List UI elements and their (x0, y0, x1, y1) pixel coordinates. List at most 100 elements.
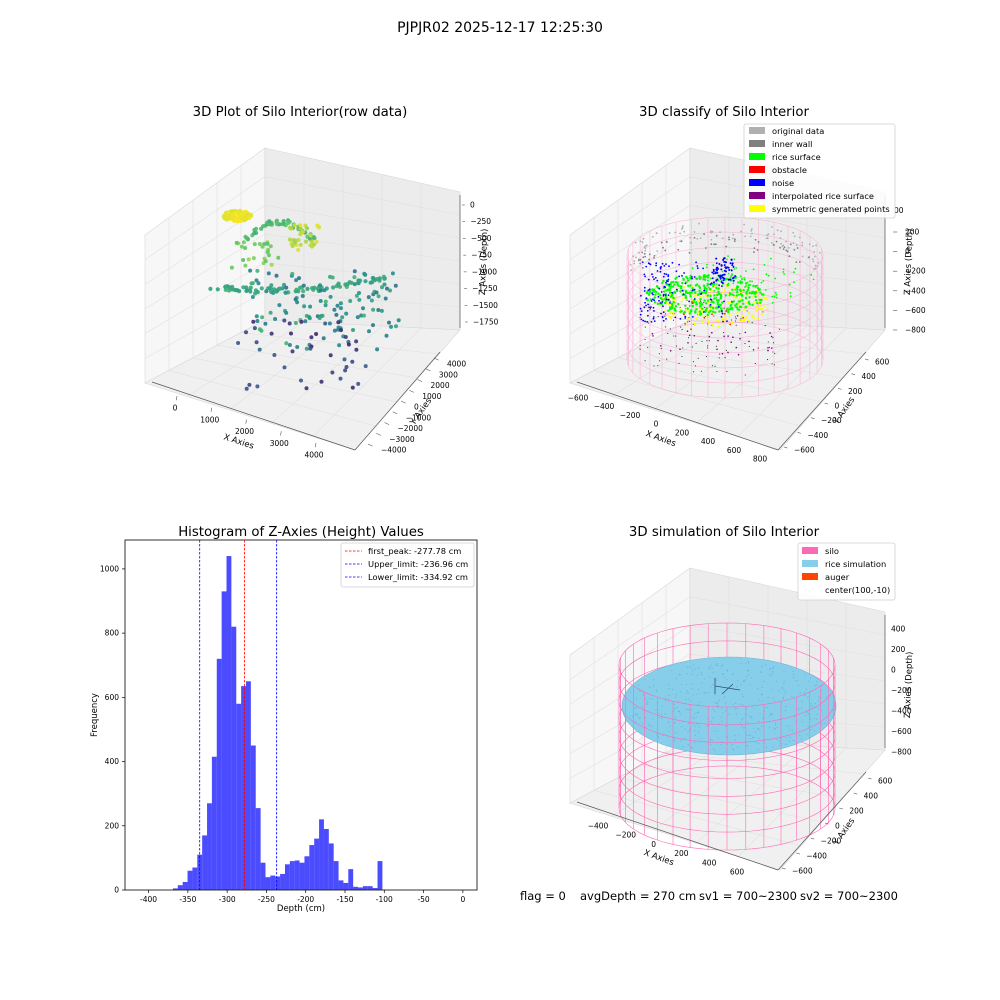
classify-point-original (679, 240, 682, 243)
raw-3d-point (287, 321, 292, 326)
classify-3d-points (629, 222, 821, 376)
histogram-bar (338, 880, 344, 890)
histogram-bar (362, 886, 368, 890)
raw-3d-point (250, 281, 255, 286)
simulation-mesh-vertex (691, 687, 693, 689)
raw-3d-point (363, 272, 368, 277)
simulation-mesh-vertex (758, 721, 760, 723)
raw-3d-point (259, 286, 264, 291)
raw-3d-point (303, 239, 309, 244)
raw-3d-point (377, 276, 382, 281)
classify-point-rice (647, 293, 651, 296)
raw-3d-point (328, 294, 333, 299)
classify-point-rice (732, 300, 735, 303)
classify-point-noise (723, 300, 725, 303)
raw-3d-point (307, 236, 312, 241)
histogram-bar (211, 756, 217, 890)
raw-3d-point (354, 293, 359, 298)
simulation-3d-axes (576, 615, 886, 871)
histogram-bar (353, 886, 359, 890)
classify-point-rice (701, 303, 704, 306)
classify-point-noise (655, 264, 657, 267)
simulation-legend-label: center(100,-10) (825, 585, 890, 595)
simulation-mesh-vertex (720, 743, 722, 746)
raw-3d-point (295, 300, 300, 305)
classify-point-rice (730, 276, 732, 279)
classify-point-rice (699, 312, 702, 315)
simulation-mesh-vertex (656, 690, 658, 692)
classify-point-symmetric (766, 308, 769, 311)
histogram-bar (236, 703, 242, 890)
classify-3d-title: 3D classify of Silo Interior (639, 105, 809, 120)
histogram-bar (358, 887, 363, 890)
simulation-mesh-vertex (778, 745, 781, 747)
classify-point-rice (675, 276, 678, 279)
classify-point-rice (694, 310, 697, 313)
classify-point-rice (794, 267, 797, 270)
classify-point-symmetric (746, 304, 749, 307)
simulation-mesh-vertex (747, 722, 749, 724)
raw-3d-point (369, 298, 374, 303)
classify-point-rice (698, 310, 702, 313)
classify-point-noise (732, 276, 735, 279)
classify-y-tick-label: −600 (794, 446, 815, 455)
classify-point-inner-wall (715, 234, 718, 237)
classify-x-tick-label: 600 (727, 446, 742, 455)
simulation-3d-rice-surface (621, 656, 837, 756)
simulation-mesh-vertex (739, 722, 742, 724)
classify-x-tick-label: −200 (620, 411, 641, 420)
simulation-mesh-vertex (681, 684, 683, 686)
raw-3d-point (263, 321, 268, 326)
classify-point-rice (773, 295, 776, 298)
classify-point-rice (717, 290, 720, 293)
raw-3d-point (255, 319, 260, 323)
classify-point-obstacle (703, 317, 706, 319)
simulation-mesh-vertex (751, 677, 753, 679)
simulation-mesh-vertex (758, 737, 760, 740)
classify-point-interpolated (748, 340, 750, 343)
raw-3d-point (323, 299, 328, 304)
classify-point-rice (719, 296, 722, 300)
classify-point-rice (674, 305, 678, 308)
classify-point-symmetric (701, 320, 705, 324)
classify-grid-point (644, 338, 646, 341)
simulation-mesh-vertex (711, 723, 713, 725)
simulation-mesh-vertex (761, 725, 763, 727)
classify-point-inner-wall (677, 248, 680, 251)
raw-3d-point (293, 321, 298, 325)
raw-3d-point (296, 247, 301, 252)
classify-point-noise (720, 264, 723, 267)
classify-point-noise (647, 314, 649, 317)
simulation-mesh-vertex (769, 715, 771, 717)
classify-grid-point (764, 325, 766, 327)
raw-3d-point (266, 271, 271, 276)
classify-point-interpolated (730, 341, 732, 344)
simulation-mesh-vertex (774, 722, 777, 724)
classify-point-noise (662, 311, 665, 314)
classify-point-rice (698, 289, 701, 292)
raw-3d-point (268, 310, 273, 315)
raw-3d-point (337, 343, 342, 348)
simulation-mesh-vertex (722, 673, 724, 675)
raw-3d-point (318, 299, 323, 303)
histogram-title: Histogram of Z-Axies (Height) Values (178, 525, 424, 540)
simulation-mesh-vertex (815, 707, 817, 709)
simulation-mesh-vertex (769, 674, 771, 676)
simulation-y-tick-label: −600 (792, 867, 813, 876)
raw-y-tick-mark (392, 411, 398, 415)
simulation-mesh-vertex (816, 718, 818, 720)
histogram-x-tick-label: -100 (376, 895, 393, 904)
classify-point-rice (673, 307, 676, 310)
classify-point-noise (653, 299, 656, 302)
classify-point-noise (647, 278, 650, 281)
classify-grid-point (678, 362, 680, 364)
classify-point-noise (648, 306, 650, 309)
classify-point-rice (699, 305, 702, 308)
classify-point-symmetric (668, 312, 671, 315)
classify-grid-point (747, 321, 749, 323)
classify-point-noise (643, 286, 646, 289)
classify-point-inner-wall (728, 236, 730, 239)
simulation-mesh-vertex (710, 686, 712, 688)
